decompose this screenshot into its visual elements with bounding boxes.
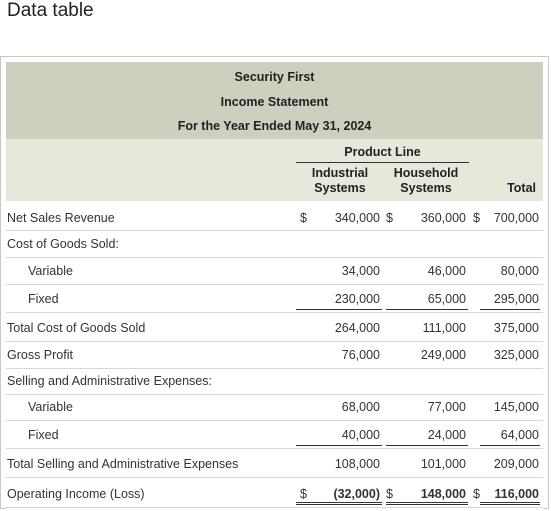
row-separator [6,420,543,421]
row-separator [6,477,543,478]
subtotal-underline [296,309,382,310]
row-label: Gross Profit [7,348,73,362]
row-label: Total Cost of Goods Sold [7,321,146,335]
cell-total: 700,000 [493,211,539,225]
dollar-sign: $ [386,211,393,225]
row-label: Net Sales Revenue [7,211,115,225]
statement-period: For the Year Ended May 31, 2024 [177,119,372,133]
subtotal-underline [296,445,382,446]
window-title: Data table [7,0,94,21]
row-separator [6,341,543,342]
cell-total: 325,000 [493,348,539,362]
row-label: Cost of Goods Sold: [7,237,119,251]
row-separator [6,230,543,231]
row-separator [6,394,543,395]
row-label: Operating Income (Loss) [7,487,145,501]
row-separator [6,368,543,369]
income-statement-table: Security First Income Statement For the … [6,62,543,509]
cell-industrial: (32,000) [333,487,380,501]
cell-household: 360,000 [420,211,466,225]
cell-industrial: 76,000 [341,348,380,362]
cell-industrial: 230,000 [334,292,380,306]
cell-total: 116,000 [494,487,540,501]
cell-industrial: 40,000 [341,428,380,442]
cell-total: 145,000 [493,400,539,414]
row-separator [6,312,543,313]
subtotal-underline [386,309,468,310]
total-double-underline [480,502,540,503]
cell-industrial: 340,000 [334,211,380,225]
row-separator [6,507,543,508]
cell-industrial: 68,000 [341,400,380,414]
cell-household: 111,000 [422,321,466,335]
cell-household: 24,000 [427,428,466,442]
row-label: Total Selling and Administrative Expense… [7,457,239,471]
dollar-sign: $ [473,487,480,501]
row-label: Selling and Administrative Expenses: [7,374,212,388]
total-double-underline [386,502,468,503]
product-line-underline [296,162,469,163]
subtotal-underline [480,309,540,310]
cell-total: 64,000 [500,428,539,442]
dollar-sign: $ [300,211,307,225]
col-total: Total [507,181,536,195]
dollar-sign: $ [386,487,393,501]
dollar-sign: $ [300,487,307,501]
product-line-header: Product Line [344,145,421,159]
row-label: Fixed [28,428,59,442]
col-household-line2: Systems [400,181,452,195]
company-name: Security First [234,70,315,84]
cell-industrial: 34,000 [341,264,380,278]
column-header-band: Product Line Industrial Systems Househol… [6,139,543,201]
subtotal-underline [480,445,540,446]
row-separator [6,448,543,449]
subtotal-underline [386,445,468,446]
cell-household: 249,000 [420,348,466,362]
cell-household: 77,000 [427,400,466,414]
total-double-underline [296,504,382,505]
dollar-sign: $ [473,211,480,225]
cell-household: 65,000 [427,292,466,306]
cell-total: 375,000 [493,321,539,335]
row-label: Variable [28,400,73,414]
total-double-underline [480,504,540,505]
col-household-line1: Household [393,166,459,180]
row-separator [6,257,543,258]
cell-industrial: 264,000 [334,321,380,335]
cell-total: 295,000 [493,292,539,306]
row-separator [6,284,543,285]
cell-household: 46,000 [427,264,466,278]
row-label: Variable [28,264,73,278]
cell-total: 80,000 [500,264,539,278]
col-industrial-line2: Systems [314,181,366,195]
row-label: Fixed [28,292,59,306]
statement-name: Income Statement [220,95,329,109]
total-double-underline [386,504,468,505]
cell-industrial: 108,000 [334,457,380,471]
cell-household: 148,000 [420,487,466,501]
statement-header: Security First Income Statement For the … [6,62,543,139]
total-double-underline [296,502,382,503]
cell-household: 101,000 [420,457,466,471]
cell-total: 209,000 [493,457,539,471]
col-industrial-line1: Industrial [311,166,369,180]
